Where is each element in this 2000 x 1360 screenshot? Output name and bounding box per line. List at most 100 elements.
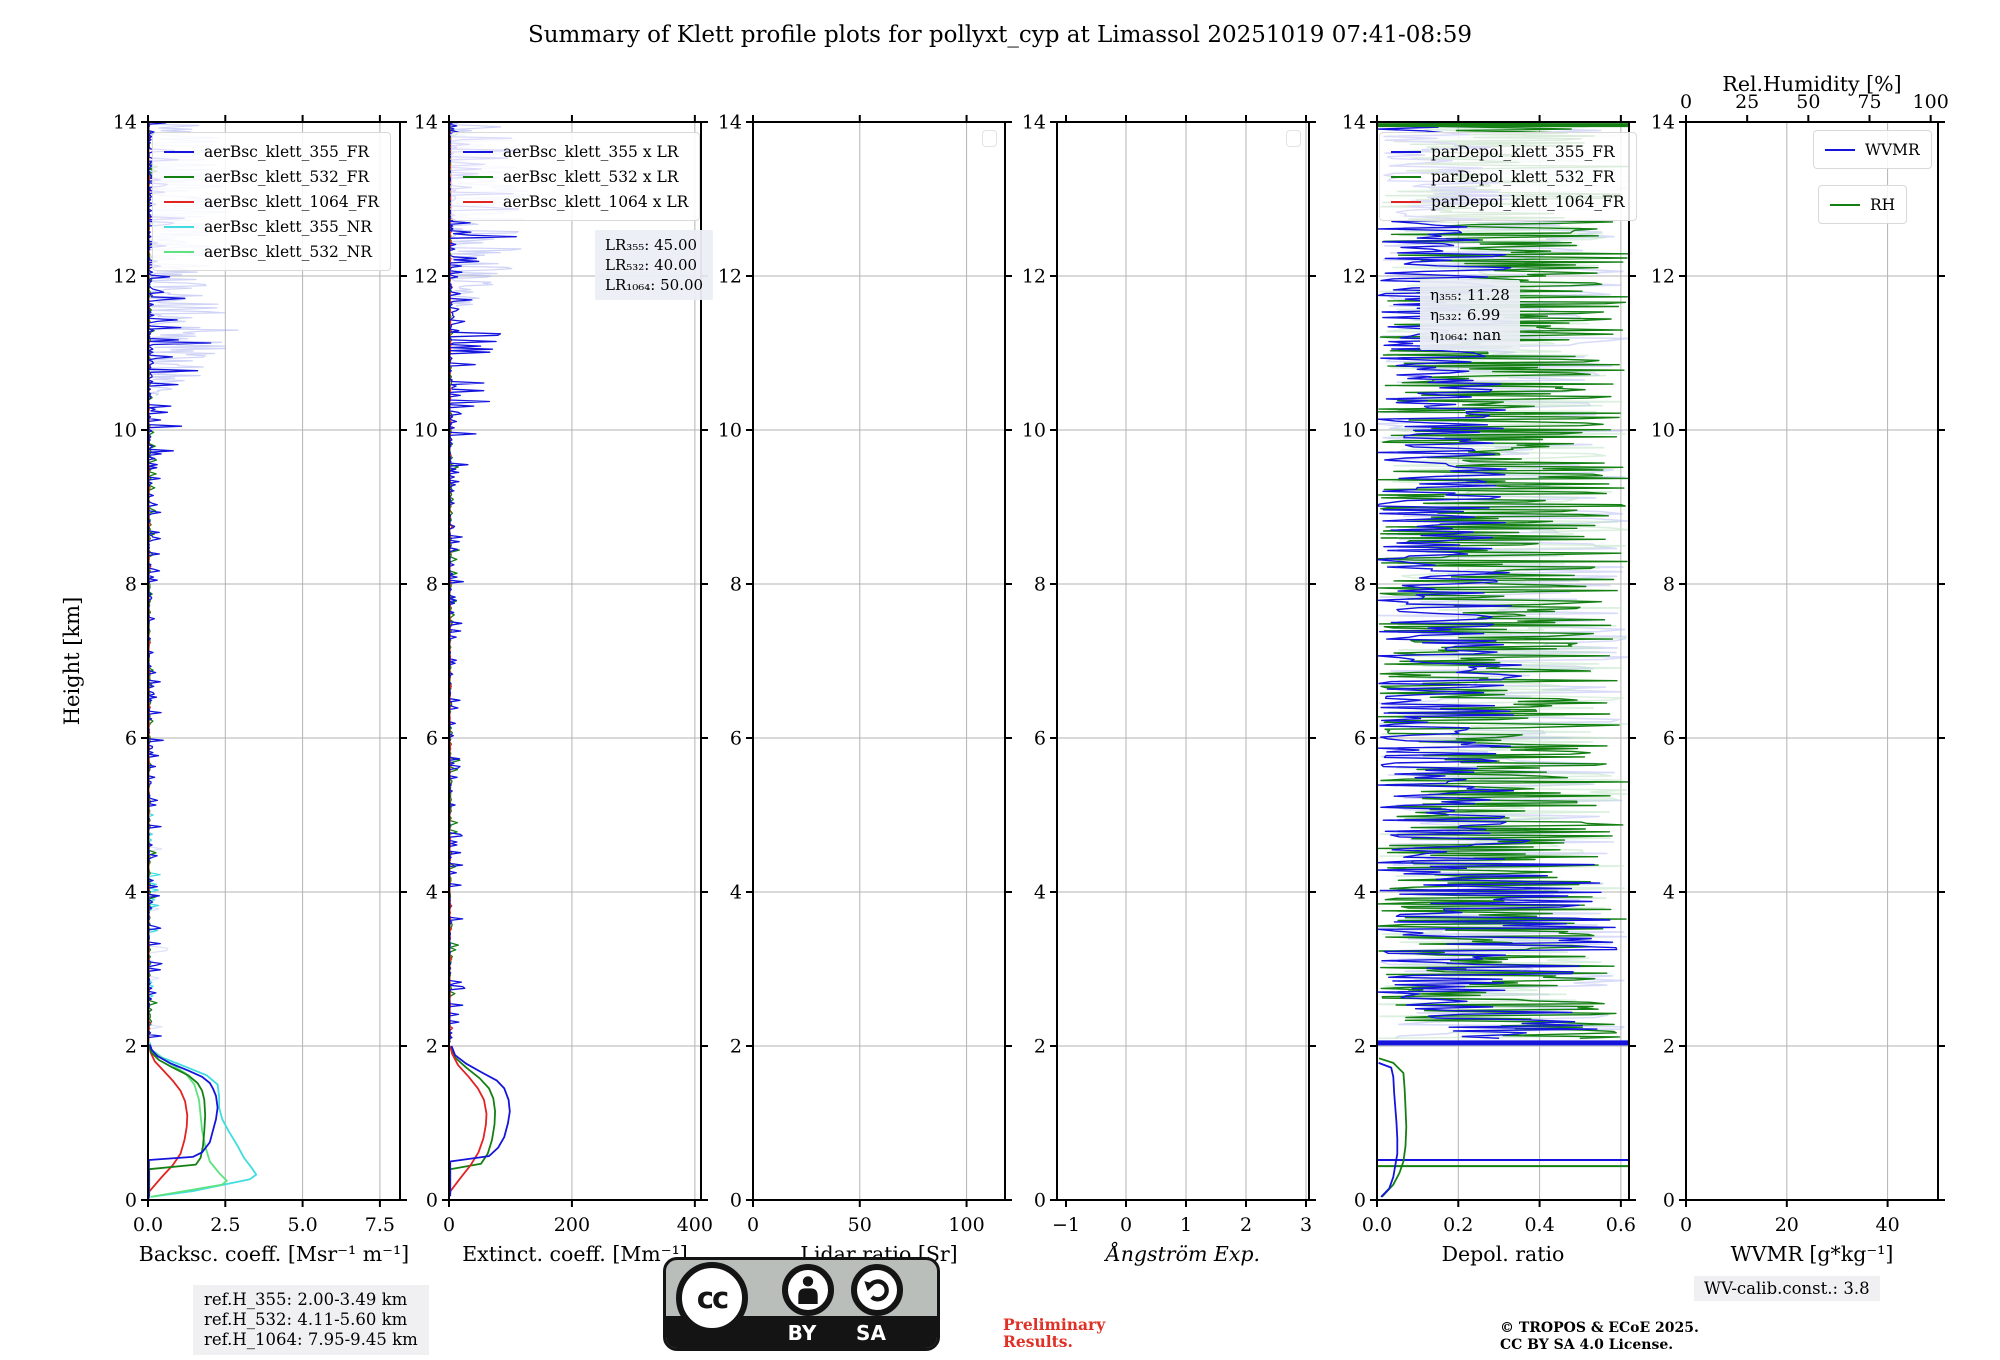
legend-item: parDepol_klett_532_FR bbox=[1391, 165, 1625, 188]
badge-by-label: BY bbox=[787, 1321, 817, 1345]
svg-text:6: 6 bbox=[730, 728, 742, 750]
axis-ticks bbox=[442, 115, 708, 1207]
wv-calibration-box: WV-calib.const.: 3.8 bbox=[1694, 1276, 1880, 1301]
legend-item: parDepol_klett_1064_FR bbox=[1391, 190, 1625, 213]
gridlines bbox=[449, 122, 701, 1200]
svg-text:2: 2 bbox=[1240, 1214, 1252, 1236]
figure-title: Summary of Klett profile plots for polly… bbox=[527, 22, 1473, 48]
svg-text:4: 4 bbox=[1354, 882, 1366, 904]
svg-text:12: 12 bbox=[414, 266, 438, 288]
svg-text:8: 8 bbox=[1354, 574, 1366, 596]
svg-text:20: 20 bbox=[1775, 1214, 1799, 1236]
copyright-line2: CC BY SA 4.0 License. bbox=[1500, 1337, 1674, 1353]
svg-text:50: 50 bbox=[1796, 91, 1820, 113]
gridlines bbox=[1057, 122, 1309, 1200]
svg-text:0.4: 0.4 bbox=[1524, 1214, 1554, 1236]
badge-sa-label: SA bbox=[856, 1321, 886, 1345]
annotation-line: LR₅₃₂: 40.00 bbox=[605, 256, 698, 274]
person-glyph bbox=[798, 1276, 818, 1304]
legend-wvmr-1: RH bbox=[1818, 185, 1908, 224]
legend-item-label: parDepol_klett_1064_FR bbox=[1431, 192, 1625, 211]
x-axis-label-depol-ratio: Depol. ratio bbox=[1441, 1242, 1565, 1266]
svg-text:0: 0 bbox=[1663, 1190, 1675, 1212]
svg-text:2: 2 bbox=[1354, 1036, 1366, 1058]
panel-depol-ratio: 0.0 0.2 0.4 0.6 0 2 4 6 8 10 12 14 Depol. ratio parDe… bbox=[1342, 112, 1637, 1266]
legend-line-sample bbox=[463, 200, 493, 203]
tick-labels: 0.0 0.2 0.4 0.6 0 2 4 6 8 10 12 14 bbox=[1342, 112, 1636, 1237]
legend-item: WVMR bbox=[1825, 138, 1920, 161]
plot-area-backscatter: 0.0 2.5 5.0 7.5 0 2 4 6 8 10 12 14 bbox=[113, 112, 407, 1236]
tick-labels: 0.0 2.5 5.0 7.5 0 2 4 6 8 10 12 14 bbox=[113, 112, 395, 1237]
legend-item-label: aerBsc_klett_1064_FR bbox=[204, 192, 379, 211]
svg-text:6: 6 bbox=[1354, 728, 1366, 750]
legend-item-label: aerBsc_klett_355_NR bbox=[204, 217, 372, 236]
annotation-line: LR₃₅₅: 45.00 bbox=[605, 236, 698, 254]
legend-extinction: aerBsc_klett_355 x LR aerBsc_klett_532 x … bbox=[451, 132, 701, 221]
svg-text:25: 25 bbox=[1735, 91, 1759, 113]
legend-line-sample bbox=[1391, 200, 1421, 203]
svg-text:50: 50 bbox=[848, 1214, 872, 1236]
sa-arrow-glyph bbox=[864, 1279, 889, 1302]
series-group bbox=[449, 122, 532, 1197]
cc-icon: cc bbox=[676, 1262, 748, 1334]
preliminary-line1: Preliminary bbox=[1003, 1315, 1106, 1334]
svg-text:40: 40 bbox=[1876, 1214, 1900, 1236]
svg-text:75: 75 bbox=[1857, 91, 1881, 113]
reference-height-box: ref.H_355: 2.00-3.49 km ref.H_532: 4.11-… bbox=[193, 1285, 429, 1355]
series-group bbox=[148, 122, 258, 1199]
svg-text:4: 4 bbox=[730, 882, 742, 904]
series-pardepol532-profile bbox=[1378, 1057, 1408, 1198]
legend-backscatter: aerBsc_klett_355_FR aerBsc_klett_532_FR ae… bbox=[152, 132, 391, 271]
legend-item: aerBsc_klett_1064_FR bbox=[164, 190, 379, 213]
legend-item: aerBsc_klett_532_NR bbox=[164, 240, 379, 263]
legend-item-label: RH bbox=[1870, 195, 1896, 214]
svg-text:10: 10 bbox=[1651, 420, 1675, 442]
legend-line-sample bbox=[1391, 175, 1421, 178]
series-pardepol355-noise bbox=[1377, 122, 1618, 1039]
svg-text:0: 0 bbox=[747, 1214, 759, 1236]
svg-text:12: 12 bbox=[113, 266, 137, 288]
svg-text:7.5: 7.5 bbox=[365, 1214, 395, 1236]
series-bsc355NR-profile bbox=[148, 1041, 258, 1198]
svg-text:12: 12 bbox=[1022, 266, 1046, 288]
gridlines bbox=[148, 122, 400, 1200]
legend-line-sample bbox=[164, 250, 194, 253]
svg-text:3: 3 bbox=[1300, 1214, 1312, 1236]
annotation-line: η₃₅₅: 11.28 bbox=[1430, 286, 1510, 304]
tick-labels: 0 20 40 0 25 50 75 100 0 2 4 6 8 10 12 14 bbox=[1651, 91, 1949, 1236]
svg-text:6: 6 bbox=[426, 728, 438, 750]
series-bsc355-profile bbox=[148, 1044, 219, 1199]
ref-height-1064: ref.H_1064: 7.95-9.45 km bbox=[204, 1330, 418, 1349]
svg-text:2.5: 2.5 bbox=[210, 1214, 240, 1236]
svg-text:1: 1 bbox=[1180, 1214, 1192, 1236]
svg-text:14: 14 bbox=[1651, 112, 1675, 134]
legend-placeholder bbox=[1286, 130, 1301, 147]
plot-area-lidar-ratio: 0 50 100 0 2 4 6 8 10 12 14 bbox=[718, 112, 1012, 1236]
y-axis-label: Height [km] bbox=[60, 596, 84, 726]
svg-text:2: 2 bbox=[1663, 1036, 1675, 1058]
top-axis-label-wvmr: Rel.Humidity [%] bbox=[1722, 72, 1902, 96]
legend-line-sample bbox=[164, 150, 194, 153]
ref-height-532: ref.H_532: 4.11-5.60 km bbox=[204, 1310, 408, 1329]
legend-item: aerBsc_klett_355_FR bbox=[164, 140, 379, 163]
svg-text:100: 100 bbox=[948, 1214, 984, 1236]
panel-angstroem-exponent: −1 0 1 2 3 0 2 4 6 8 10 12 14 Ångström Exp. bbox=[1022, 112, 1316, 1266]
share-alike-arrow-icon bbox=[851, 1264, 903, 1316]
legend-item-label: parDepol_klett_355_FR bbox=[1431, 142, 1615, 161]
svg-text:0.0: 0.0 bbox=[1362, 1214, 1392, 1236]
svg-text:0: 0 bbox=[1120, 1214, 1132, 1236]
axis-ticks bbox=[1050, 115, 1316, 1207]
svg-text:0: 0 bbox=[1680, 91, 1692, 113]
svg-text:4: 4 bbox=[426, 882, 438, 904]
legend-line-sample bbox=[463, 150, 493, 153]
svg-text:0: 0 bbox=[125, 1190, 137, 1212]
tick-labels: 0 200 400 0 2 4 6 8 10 12 14 bbox=[414, 112, 713, 1237]
svg-text:0.2: 0.2 bbox=[1443, 1214, 1473, 1236]
svg-text:200: 200 bbox=[554, 1214, 590, 1236]
svg-text:6: 6 bbox=[1034, 728, 1046, 750]
svg-text:0: 0 bbox=[443, 1214, 455, 1236]
ref-height-355: ref.H_355: 2.00-3.49 km bbox=[204, 1290, 408, 1309]
annotation-line: LR₁₀₆₄: 50.00 bbox=[605, 276, 704, 294]
